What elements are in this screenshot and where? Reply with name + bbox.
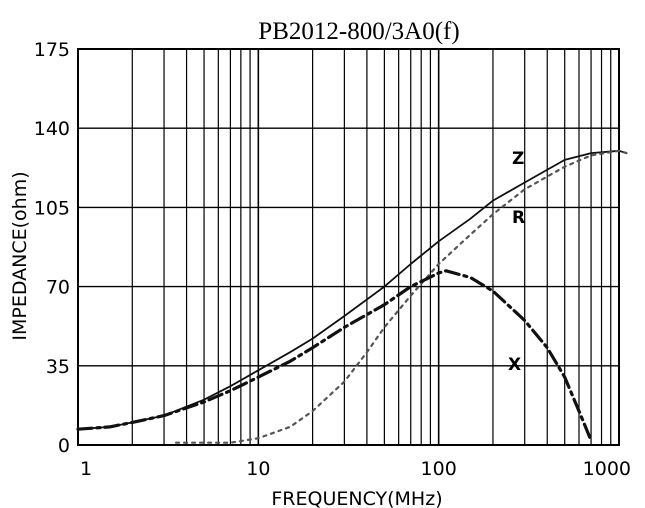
series-line-x	[76, 269, 593, 443]
series-line-z	[77, 149, 628, 431]
x-tick-label: 10	[246, 458, 270, 480]
x-tick-label: 1000	[583, 458, 631, 480]
series-label-x: X	[508, 355, 521, 375]
x-tick-label: 100	[421, 458, 457, 480]
series-label-z: Z	[512, 149, 524, 169]
curves	[76, 149, 628, 444]
series-label-r: R	[512, 208, 525, 228]
y-tick-label: 105	[34, 197, 70, 219]
y-tick-label: 70	[46, 277, 70, 299]
grid	[78, 49, 619, 445]
y-axis-label: IMPEDANCE(ohm)	[9, 171, 31, 340]
x-axis-label: FREQUENCY(MHz)	[271, 488, 442, 508]
x-tick-labels: 1 10 100 1000	[80, 458, 631, 480]
series-line-r	[175, 149, 628, 444]
y-tick-label: 35	[46, 356, 70, 378]
x-tick-label: 1	[80, 458, 92, 480]
chart-title: PB2012-800/3A0(f)	[258, 18, 459, 45]
y-tick-labels: 0 35 70 105 140 175	[34, 39, 70, 457]
y-tick-label: 0	[58, 435, 70, 457]
plot-frame	[77, 48, 620, 446]
series-labels: Z R X	[508, 149, 525, 375]
y-tick-label: 140	[34, 118, 70, 140]
y-tick-label: 175	[34, 39, 70, 61]
